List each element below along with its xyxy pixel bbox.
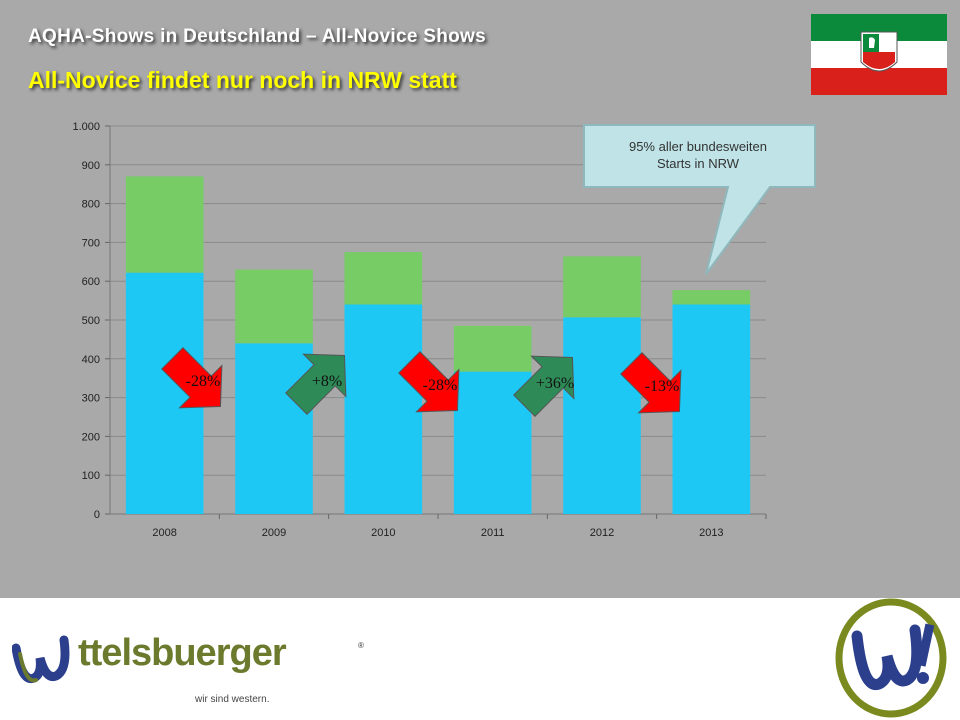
y-tick-label: 300 <box>82 393 100 405</box>
arrow-up-icon <box>513 355 575 417</box>
change-label: -28% <box>423 377 458 394</box>
bar-green-2013 <box>672 290 751 305</box>
bar-green-2010 <box>344 252 423 305</box>
callout-text: 95% aller bundesweiten Starts in NRW <box>588 138 808 172</box>
footer-bar <box>0 598 960 720</box>
bar-green-2011 <box>453 325 532 372</box>
bar-green-2012 <box>563 256 641 318</box>
x-tick-label: 2011 <box>481 527 505 539</box>
brand-name: ttelsbuerger <box>78 632 287 674</box>
x-tick-label: 2009 <box>262 527 286 539</box>
bar-blue-2013 <box>672 304 751 514</box>
y-tick-label: 200 <box>82 431 100 443</box>
arrow-up-icon <box>285 353 347 415</box>
change-label: -13% <box>645 378 680 395</box>
x-tick-label: 2010 <box>371 527 395 539</box>
callout-bubble <box>583 124 816 275</box>
arrow-down-icon <box>161 347 223 409</box>
y-tick-label: 800 <box>82 199 100 211</box>
y-tick-label: 700 <box>82 237 100 249</box>
x-tick-label: 2012 <box>590 527 614 539</box>
brand-logo-icon <box>12 635 70 684</box>
change-label: -28% <box>186 373 221 390</box>
bar-blue-2010 <box>344 304 423 514</box>
callout-line-1: 95% aller bundesweiten <box>628 139 768 154</box>
bar-blue-2009 <box>235 343 313 514</box>
brand-slogan: wir sind western. <box>195 694 270 705</box>
x-tick-label: 2008 <box>152 527 176 539</box>
y-tick-label: 900 <box>82 160 100 172</box>
arrow-down-icon <box>398 351 460 413</box>
registered-mark: ® <box>358 641 364 650</box>
page-title: AQHA-Shows in Deutschland – All-Novice S… <box>28 26 487 47</box>
y-tick-label: 1.000 <box>72 121 100 133</box>
nrw-flag-icon <box>811 14 947 95</box>
y-tick-label: 600 <box>82 276 100 288</box>
page-subtitle: All-Novice findet nur noch in NRW statt <box>28 67 457 93</box>
y-tick-label: 100 <box>82 470 100 482</box>
change-label: +36% <box>536 375 574 392</box>
bar-green-2009 <box>235 269 313 344</box>
change-label: +8% <box>312 373 342 390</box>
bar-green-2008 <box>125 176 204 273</box>
arrow-down-icon <box>620 352 682 414</box>
y-tick-label: 0 <box>94 509 100 521</box>
brand-badge-icon <box>835 598 947 718</box>
callout-line-2: Starts in NRW <box>656 156 740 171</box>
y-tick-label: 500 <box>82 315 100 327</box>
stacked-bar-chart: 0 100 200 300 400 500 600 700 800 900 1.000 2008 200… <box>72 121 816 539</box>
bar-blue-2012 <box>563 317 641 514</box>
x-tick-label: 2013 <box>699 527 723 539</box>
y-tick-label: 400 <box>82 354 100 366</box>
